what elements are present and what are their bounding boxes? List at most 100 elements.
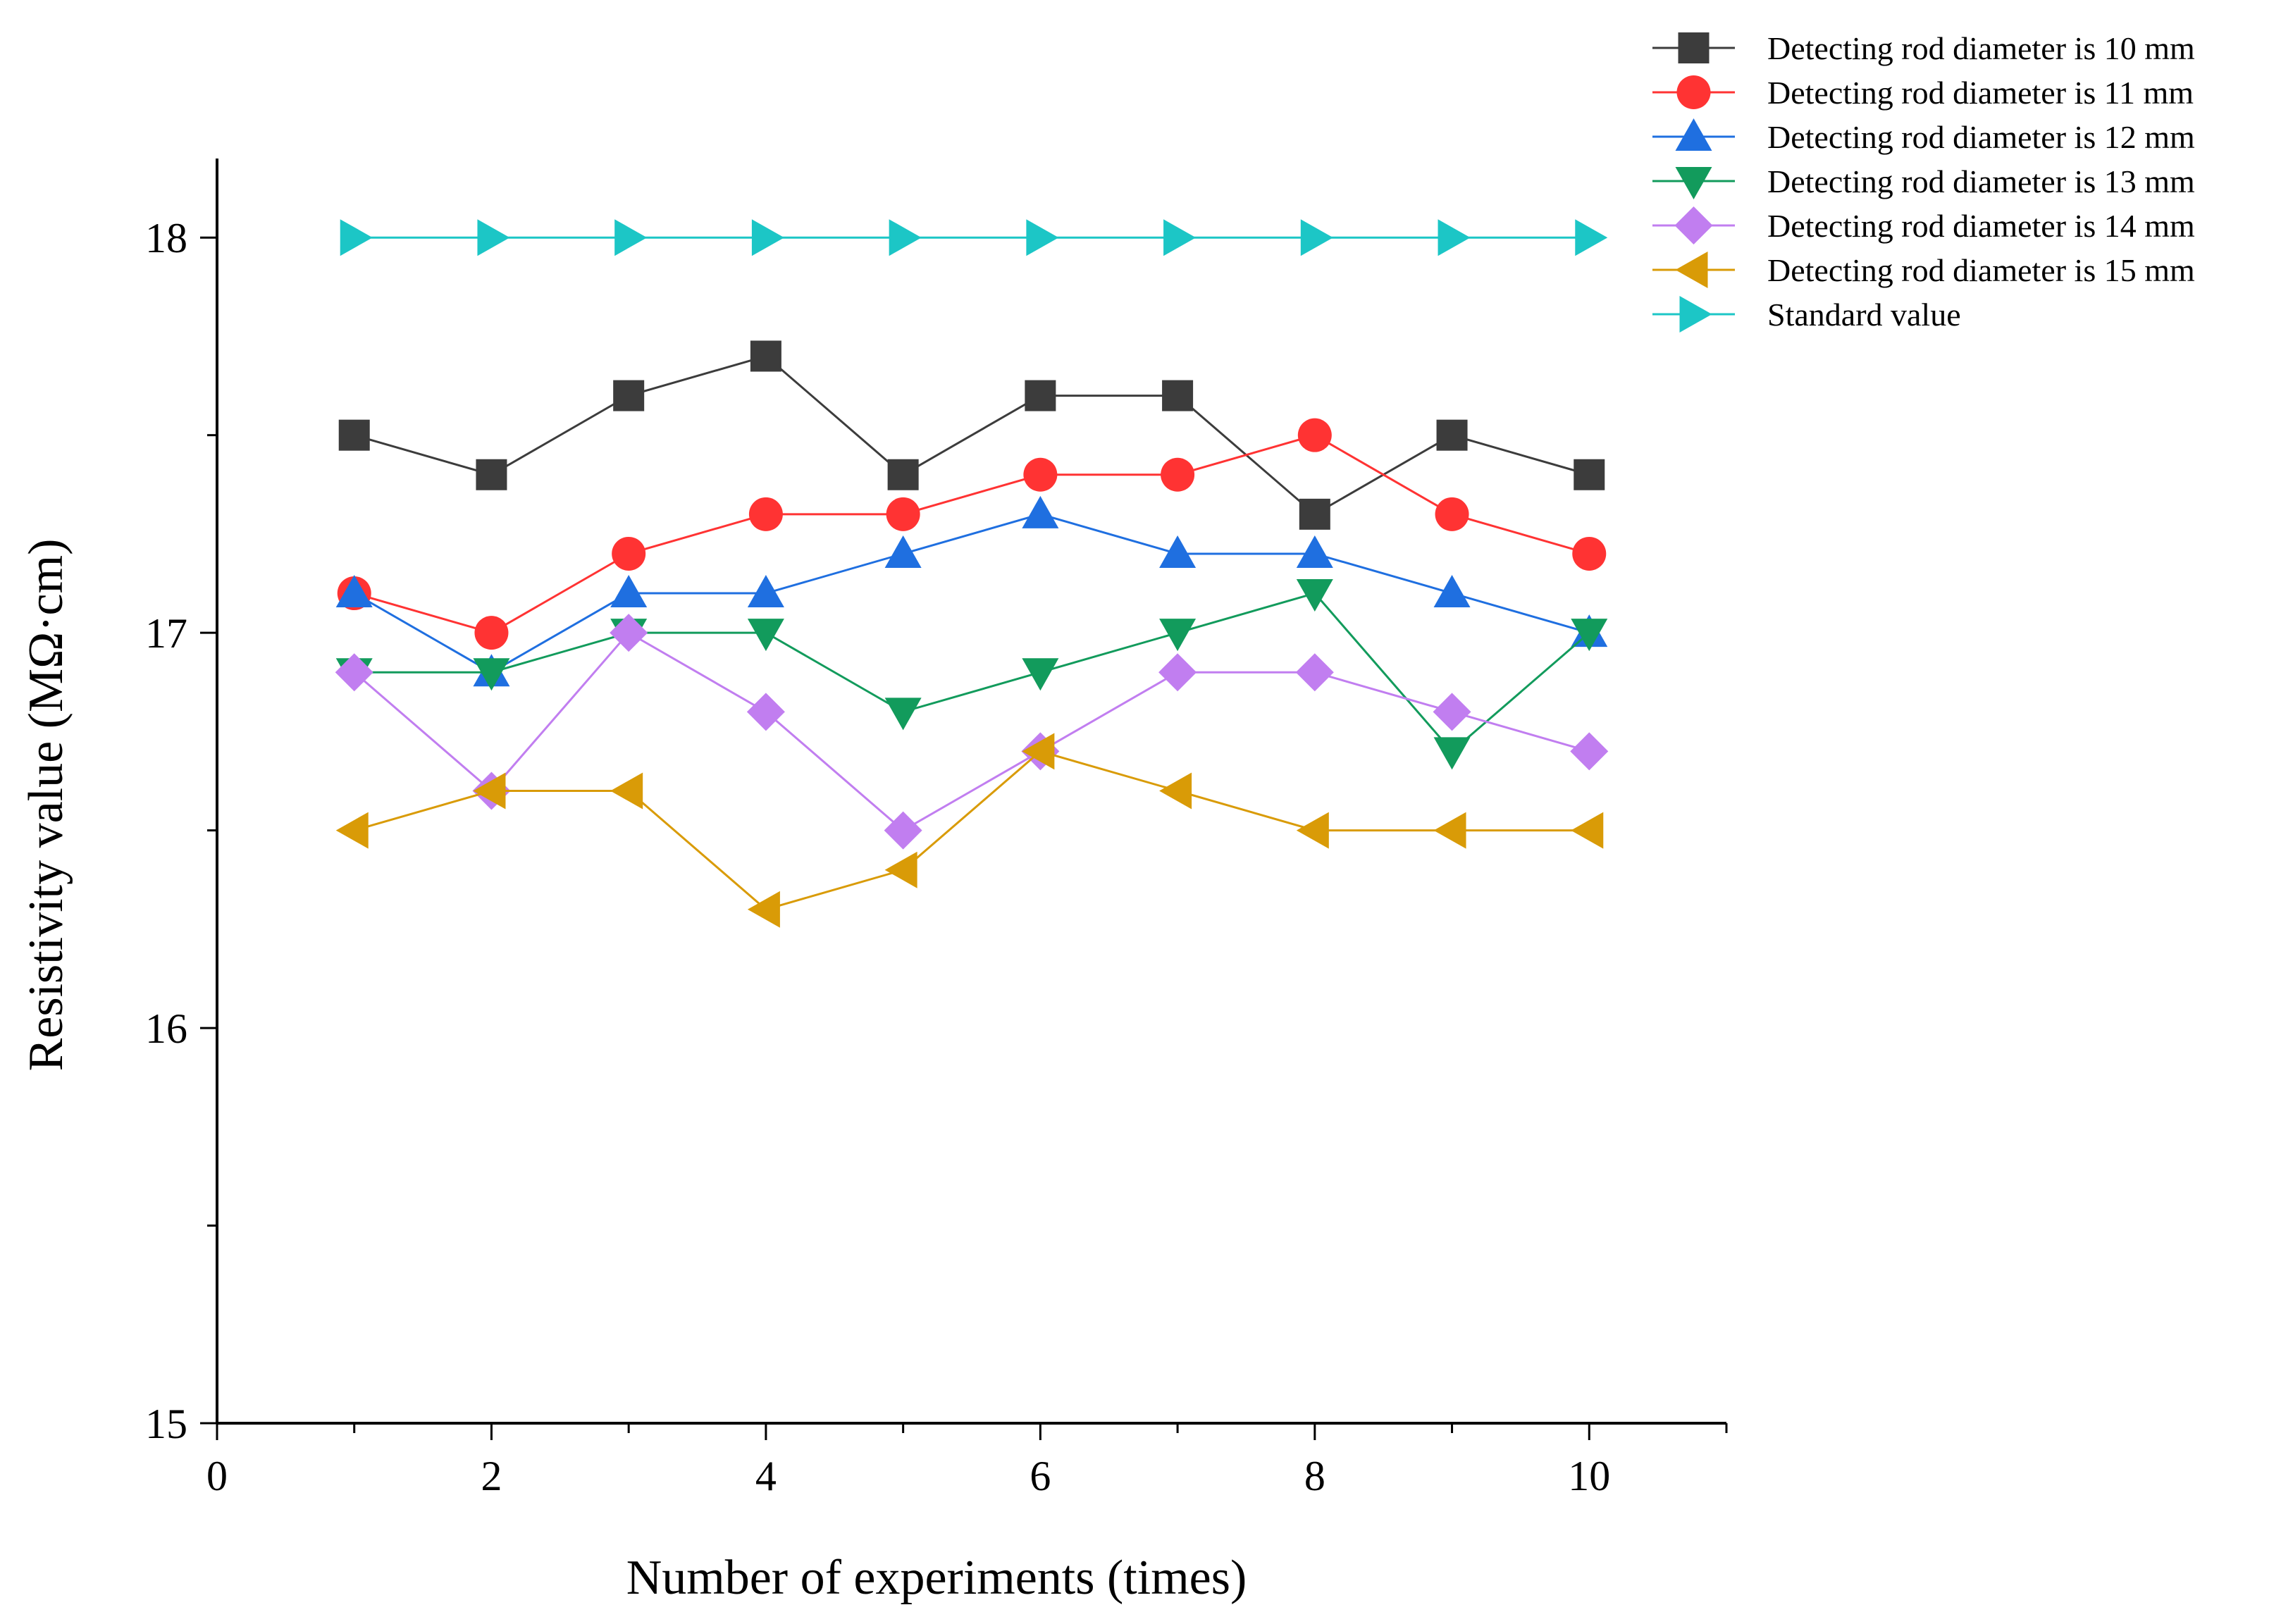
data-point bbox=[1433, 693, 1471, 731]
legend-label: Detecting rod diameter is 11 mm bbox=[1767, 75, 2194, 111]
data-point bbox=[1433, 812, 1466, 849]
data-point bbox=[746, 693, 785, 731]
data-point bbox=[1572, 536, 1607, 571]
y-tick-label: 17 bbox=[145, 610, 187, 657]
data-point bbox=[610, 772, 643, 810]
series-1 bbox=[338, 340, 1605, 530]
legend-marker bbox=[1675, 252, 1708, 288]
series-line bbox=[353, 631, 1590, 832]
data-point bbox=[1296, 535, 1333, 568]
series-4 bbox=[335, 579, 1608, 770]
series-line bbox=[353, 513, 1590, 674]
x-tick-label: 10 bbox=[1568, 1453, 1610, 1499]
data-point bbox=[747, 619, 784, 652]
x-tick-label: 6 bbox=[1030, 1453, 1051, 1499]
data-point bbox=[1162, 380, 1194, 411]
y-tick-label: 15 bbox=[145, 1401, 187, 1447]
series-line bbox=[354, 354, 1590, 516]
data-point bbox=[1438, 219, 1471, 256]
data-point bbox=[884, 535, 922, 568]
legend-item: Detecting rod diameter is 10 mm bbox=[1652, 30, 2195, 66]
data-point bbox=[884, 851, 917, 888]
data-point bbox=[751, 219, 784, 256]
data-point bbox=[1159, 619, 1197, 652]
series-line bbox=[354, 434, 1590, 634]
data-point bbox=[1161, 457, 1195, 492]
data-point bbox=[884, 698, 922, 731]
data-point bbox=[1435, 497, 1469, 531]
data-point bbox=[1022, 733, 1055, 770]
legend-label: Detecting rod diameter is 14 mm bbox=[1767, 208, 2195, 244]
y-tick-label: 16 bbox=[145, 1005, 187, 1052]
series-3 bbox=[335, 495, 1608, 687]
legend-marker bbox=[1678, 32, 1710, 63]
data-point bbox=[886, 497, 920, 531]
x-axis-title: Number of experiments (times) bbox=[626, 1551, 1247, 1605]
data-point bbox=[474, 616, 509, 650]
legend-label: Detecting rod diameter is 13 mm bbox=[1767, 163, 2195, 199]
data-point bbox=[1433, 737, 1471, 770]
data-point bbox=[1022, 658, 1059, 691]
legend-item: Detecting rod diameter is 14 mm bbox=[1652, 206, 2195, 244]
data-point bbox=[335, 812, 369, 849]
legend-item: Detecting rod diameter is 11 mm bbox=[1652, 75, 2194, 111]
data-point bbox=[1023, 457, 1058, 492]
legend-item: Detecting rod diameter is 15 mm bbox=[1652, 252, 2195, 288]
legend: Detecting rod diameter is 10 mm Detecting… bbox=[1652, 30, 2195, 333]
legend-marker bbox=[1675, 167, 1712, 199]
y-axis-title: Resistivity value (MΩ·cm) bbox=[19, 539, 73, 1072]
data-point bbox=[887, 459, 919, 490]
data-point bbox=[1574, 459, 1605, 490]
data-point bbox=[477, 219, 510, 256]
legend-label: Detecting rod diameter is 15 mm bbox=[1767, 252, 2195, 288]
data-point bbox=[1570, 732, 1609, 771]
data-point bbox=[1297, 418, 1332, 452]
data-point bbox=[473, 772, 506, 810]
legend-label: Standard value bbox=[1767, 297, 1961, 333]
series-5 bbox=[335, 614, 1609, 850]
data-point bbox=[476, 459, 507, 490]
x-tick-label: 2 bbox=[481, 1453, 502, 1499]
legend-label: Detecting rod diameter is 10 mm bbox=[1767, 30, 2195, 66]
data-point bbox=[1296, 812, 1329, 849]
data-point bbox=[1159, 772, 1192, 810]
data-point bbox=[889, 219, 922, 256]
data-point bbox=[748, 497, 783, 531]
data-point bbox=[335, 653, 373, 692]
data-point bbox=[613, 380, 645, 411]
series-line bbox=[354, 750, 1590, 911]
legend-marker bbox=[1675, 118, 1712, 151]
x-tick-label: 4 bbox=[755, 1453, 777, 1499]
data-point bbox=[610, 575, 648, 608]
x-tick-label: 0 bbox=[206, 1453, 228, 1499]
data-point bbox=[1571, 812, 1604, 849]
data-point bbox=[1299, 498, 1330, 530]
data-point bbox=[612, 536, 646, 571]
legend-item: Detecting rod diameter is 13 mm bbox=[1652, 163, 2195, 199]
data-point bbox=[884, 811, 922, 850]
data-point bbox=[747, 891, 780, 928]
data-point bbox=[1436, 419, 1468, 451]
series-2 bbox=[337, 418, 1607, 650]
data-point bbox=[1159, 535, 1197, 568]
data-point bbox=[335, 575, 373, 608]
data-point bbox=[614, 219, 648, 256]
data-point bbox=[340, 219, 373, 256]
y-tick-label: 18 bbox=[145, 215, 187, 261]
series-layer bbox=[335, 219, 1609, 928]
legend-marker bbox=[1679, 296, 1712, 333]
data-point bbox=[1300, 219, 1333, 256]
data-point bbox=[1158, 653, 1197, 692]
data-point bbox=[1295, 653, 1334, 692]
data-point bbox=[610, 614, 648, 652]
data-point bbox=[1433, 575, 1471, 608]
data-point bbox=[747, 575, 784, 608]
legend-label: Detecting rod diameter is 12 mm bbox=[1767, 119, 2195, 155]
data-point bbox=[1571, 619, 1608, 652]
data-point bbox=[1163, 219, 1197, 256]
series-line bbox=[354, 592, 1590, 753]
legend-item: Standard value bbox=[1652, 296, 1961, 333]
data-point bbox=[1026, 219, 1059, 256]
